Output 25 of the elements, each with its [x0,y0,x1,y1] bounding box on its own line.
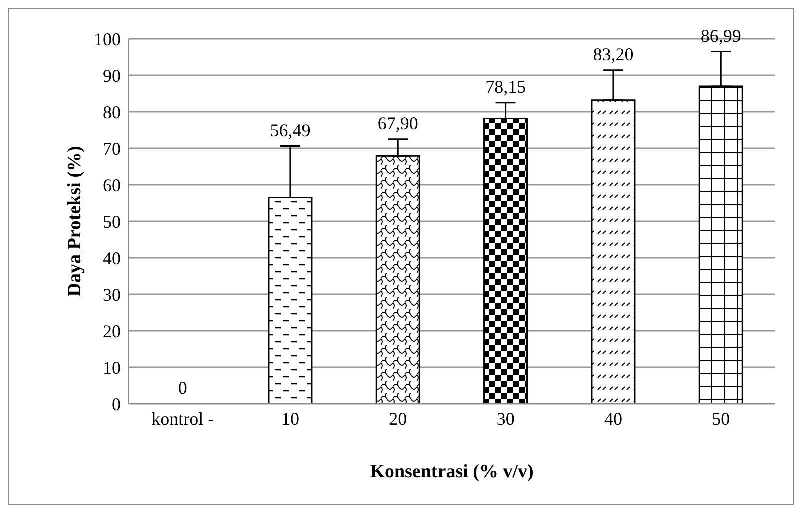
y-tick-label: 80 [103,102,121,122]
x-axis-title: Konsentrasi (% v/v) [370,461,534,482]
data-label: 56,49 [270,120,311,140]
data-label: 0 [178,378,188,398]
data-label: 83,20 [593,44,634,64]
y-tick-label: 70 [103,138,121,159]
x-tick-label: 40 [604,408,622,429]
y-tick-label: 100 [94,29,121,50]
y-tick-label: 90 [103,66,121,86]
data-label: 67,90 [378,113,418,134]
y-tick-label: 60 [103,175,121,196]
y-tick-label: 10 [103,358,121,378]
y-tick-label: 30 [103,284,121,305]
x-tick-label: kontrol - [152,408,214,429]
x-tick-label: 30 [496,408,515,429]
data-label: 86,99 [700,26,742,46]
y-axis-title: Daya Proteksi (%) [64,146,86,297]
x-tick-label: 20 [389,408,408,429]
y-tick-label: 40 [103,248,121,268]
x-tick-label: 50 [712,408,730,429]
x-tick-label: 10 [282,408,300,429]
data-label: 78,15 [486,76,526,97]
y-tick-label: 0 [112,394,121,414]
y-tick-label: 20 [103,321,121,342]
y-tick-label: 50 [103,212,121,232]
